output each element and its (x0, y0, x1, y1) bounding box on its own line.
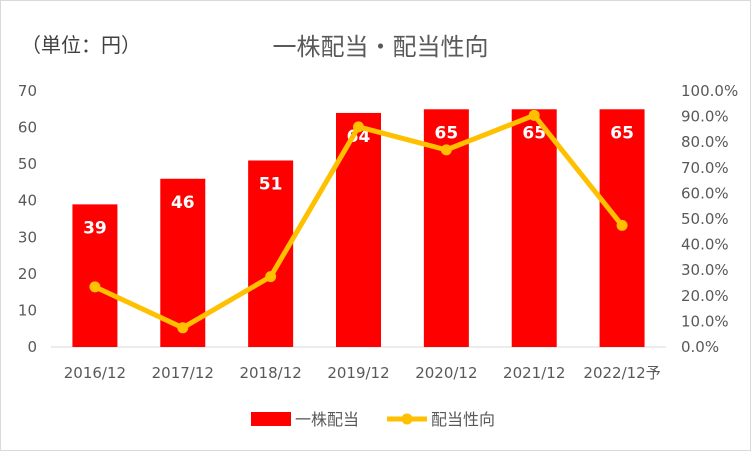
bar-value-label: 65 (522, 123, 546, 143)
left-tick-label: 10 (18, 301, 37, 319)
x-tick-label: 2021/12 (503, 364, 565, 382)
line-point (89, 281, 101, 293)
right-axis-ticks: 0.0% 10.0% 20.0% 30.0% 40.0% 50.0% 60.0% 70.0% 8… (681, 82, 738, 356)
line-point (177, 322, 189, 334)
left-tick-label: 40 (18, 192, 37, 210)
line-point (528, 109, 540, 121)
bar (511, 109, 557, 348)
left-tick-label: 50 (18, 155, 37, 173)
line-series (89, 109, 628, 334)
legend-swatch-bar (251, 412, 291, 426)
legend-label-bar: 一株配当 (295, 410, 359, 429)
x-tick-label: 2019/12 (327, 364, 389, 382)
bar-value-label: 51 (259, 174, 283, 194)
line-point (440, 144, 452, 156)
right-tick-label: 100.0% (681, 82, 738, 100)
right-tick-label: 70.0% (681, 159, 729, 177)
left-tick-label: 60 (18, 119, 37, 137)
bar (336, 112, 381, 347)
right-tick-label: 50.0% (681, 210, 729, 228)
x-tick-label: 2018/12 (239, 364, 301, 382)
line-point (265, 271, 277, 283)
right-tick-label: 90.0% (681, 108, 729, 126)
left-axis-ticks: 0 10 20 30 40 50 60 70 (18, 82, 37, 356)
right-tick-label: 80.0% (681, 133, 729, 151)
chart-title: 一株配当・配当性向 (272, 33, 489, 61)
bar-value-label: 65 (435, 123, 459, 143)
left-tick-label: 20 (18, 265, 37, 283)
right-tick-label: 40.0% (681, 236, 729, 254)
x-tick-label: 2016/12 (64, 364, 126, 382)
bar-series (72, 109, 645, 348)
right-tick-label: 20.0% (681, 287, 729, 305)
x-axis-ticks: 2016/12 2017/12 2018/12 2019/12 2020/12 2021/… (64, 364, 661, 382)
unit-label: （単位：円） (21, 33, 141, 57)
left-tick-label: 0 (27, 338, 37, 356)
bar-value-label: 65 (610, 123, 634, 143)
left-tick-label: 70 (18, 82, 37, 100)
right-tick-label: 60.0% (681, 184, 729, 202)
x-tick-label: 2020/12 (415, 364, 477, 382)
right-tick-label: 10.0% (681, 312, 729, 330)
line-point (353, 121, 364, 133)
line-point (616, 219, 628, 231)
bar-value-label: 39 (83, 218, 107, 238)
x-tick-label: 2022/12予 (583, 364, 660, 382)
left-tick-label: 30 (18, 228, 37, 246)
right-tick-label: 30.0% (681, 261, 729, 279)
x-tick-label: 2017/12 (152, 364, 214, 382)
legend-label-line: 配当性向 (431, 410, 495, 429)
bar (72, 204, 118, 347)
right-tick-label: 0.0% (681, 338, 719, 356)
legend: 一株配当 配当性向 (251, 410, 495, 429)
bar-value-label: 46 (171, 193, 195, 213)
legend-swatch-marker (401, 413, 413, 425)
